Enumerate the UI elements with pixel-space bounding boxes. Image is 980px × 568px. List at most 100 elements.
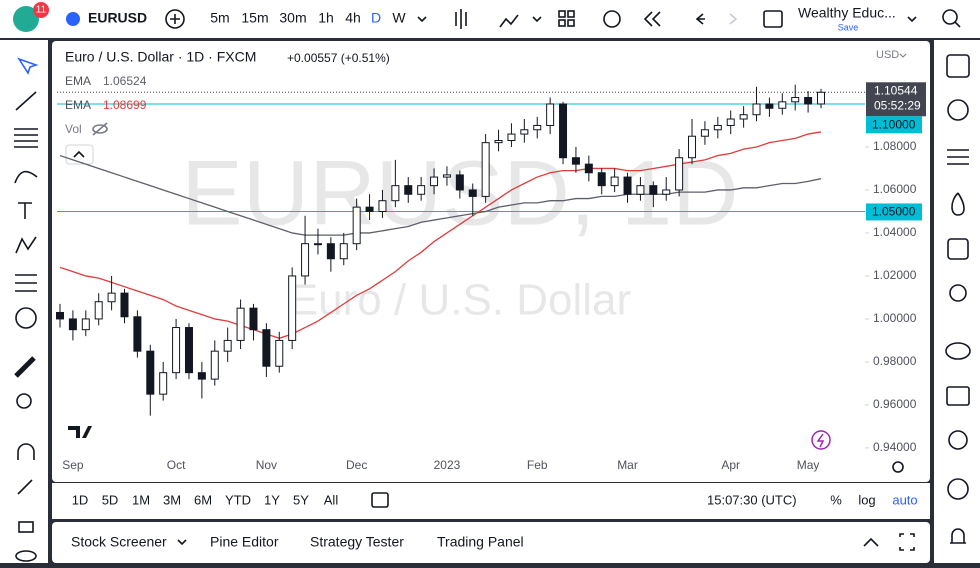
range-button[interactable]: 1D	[72, 492, 89, 507]
fib-tool[interactable]	[14, 128, 38, 148]
legend-name[interactable]: EMA	[65, 98, 91, 112]
indicators[interactable]	[499, 14, 519, 28]
replay[interactable]	[643, 11, 661, 27]
screener-dropdown[interactable]	[177, 539, 187, 546]
lock-tool[interactable]	[18, 521, 34, 533]
symbol-flag	[66, 12, 80, 26]
add-symbol[interactable]	[165, 9, 185, 29]
streams[interactable]	[948, 430, 968, 450]
clock[interactable]: 15:07:30 (UTC)	[707, 492, 797, 507]
candle-body	[571, 157, 580, 165]
zoom-tool[interactable]	[16, 393, 32, 409]
candle-body	[223, 339, 232, 352]
ruler-tool[interactable]	[14, 356, 36, 378]
indicators-dropdown[interactable]	[532, 16, 542, 23]
last-price-box	[866, 82, 926, 117]
candle-body	[804, 97, 813, 105]
trend-line-tool[interactable]	[15, 91, 37, 111]
calendar[interactable]	[947, 238, 969, 260]
interval-dropdown[interactable]	[417, 16, 427, 23]
chart-panel	[52, 41, 930, 482]
visibility-tool[interactable]	[15, 550, 37, 562]
candle-body	[197, 372, 206, 380]
pencil-lock[interactable]	[17, 479, 33, 495]
scale-option[interactable]: %	[830, 492, 842, 507]
candle-body	[739, 114, 748, 120]
panel-tab[interactable]: Stock Screener	[71, 534, 167, 550]
undo[interactable]	[695, 13, 705, 25]
range-button[interactable]: All	[324, 492, 339, 507]
pattern-tool[interactable]	[15, 236, 37, 254]
chats[interactable]	[945, 342, 971, 360]
interval[interactable]: D	[371, 10, 381, 26]
settings[interactable]	[892, 461, 904, 473]
layout-cell	[567, 10, 575, 18]
chart-type[interactable]	[455, 9, 467, 29]
watchlist[interactable]	[946, 54, 970, 78]
notification-badge[interactable]	[33, 2, 49, 18]
panel-tab[interactable]: Trading Panel	[437, 534, 524, 550]
interval[interactable]: W	[392, 10, 406, 26]
data-window[interactable]	[947, 149, 969, 165]
interval[interactable]: 1h	[318, 10, 334, 26]
legend-name[interactable]: EMA	[65, 74, 91, 88]
date-range[interactable]	[371, 492, 389, 508]
panel-tab[interactable]: Pine Editor	[210, 534, 279, 550]
interval[interactable]: 30m	[279, 10, 306, 26]
magnet-tool[interactable]	[17, 443, 35, 460]
avatar[interactable]	[13, 6, 39, 32]
lightning	[816, 433, 825, 448]
account-dropdown[interactable]	[907, 16, 917, 23]
alert[interactable]	[603, 10, 621, 28]
symbol[interactable]: EURUSD	[88, 10, 147, 26]
scale-option[interactable]: auto	[892, 492, 917, 507]
notifications[interactable]	[950, 528, 966, 544]
alerts[interactable]	[947, 99, 969, 121]
range-button[interactable]: 5D	[102, 492, 119, 507]
prediction-tool[interactable]	[15, 274, 37, 292]
range-button[interactable]: 6M	[194, 492, 212, 507]
cursor-tool[interactable]	[17, 57, 39, 75]
candle-body	[559, 103, 568, 159]
range-button[interactable]: 1M	[132, 492, 150, 507]
x-tick-label: May	[797, 458, 820, 472]
candle-body	[313, 243, 322, 246]
icons-tool[interactable]	[15, 307, 37, 329]
search[interactable]	[942, 9, 958, 25]
candle-body	[675, 157, 684, 191]
redo[interactable]	[729, 13, 738, 25]
hline-label-box	[866, 116, 922, 134]
candle-body	[778, 101, 787, 109]
panel-tab[interactable]: Strategy Tester	[310, 534, 404, 550]
maximize-panel[interactable]	[899, 533, 915, 551]
ideas-badge[interactable]	[811, 430, 831, 450]
interval[interactable]: 15m	[241, 10, 268, 26]
interval[interactable]: 4h	[345, 10, 361, 26]
broadcast[interactable]	[947, 478, 969, 500]
account-name[interactable]: Wealthy Educ...	[798, 5, 896, 21]
text-tool[interactable]	[18, 202, 32, 219]
candle-body	[636, 185, 645, 195]
x-tick-label: Nov	[256, 458, 277, 472]
hotlists[interactable]	[951, 192, 965, 216]
volume-hidden-icon[interactable]	[92, 124, 108, 134]
messages[interactable]	[946, 386, 970, 406]
brush-tool[interactable]	[14, 170, 38, 184]
save-layout[interactable]	[763, 10, 783, 28]
range-button[interactable]: 1Y	[264, 492, 280, 507]
collapse-panel[interactable]	[863, 537, 879, 547]
chart-title: Euro / U.S. Dollar · 1D · FXCM	[65, 49, 256, 65]
range-button[interactable]: 3M	[163, 492, 181, 507]
layout[interactable]	[558, 10, 566, 18]
candle-body	[184, 327, 193, 374]
currency-dropdown[interactable]	[899, 53, 907, 58]
scale-option[interactable]: log	[858, 492, 875, 507]
ideas[interactable]	[949, 284, 967, 302]
range-button[interactable]: YTD	[225, 492, 251, 507]
collapse-legend[interactable]	[65, 144, 94, 165]
interval[interactable]: 5m	[210, 10, 229, 26]
range-button[interactable]: 5Y	[293, 492, 309, 507]
candle-body	[275, 339, 284, 367]
volume-label[interactable]: Vol	[65, 122, 82, 136]
currency[interactable]: USD	[876, 49, 899, 61]
